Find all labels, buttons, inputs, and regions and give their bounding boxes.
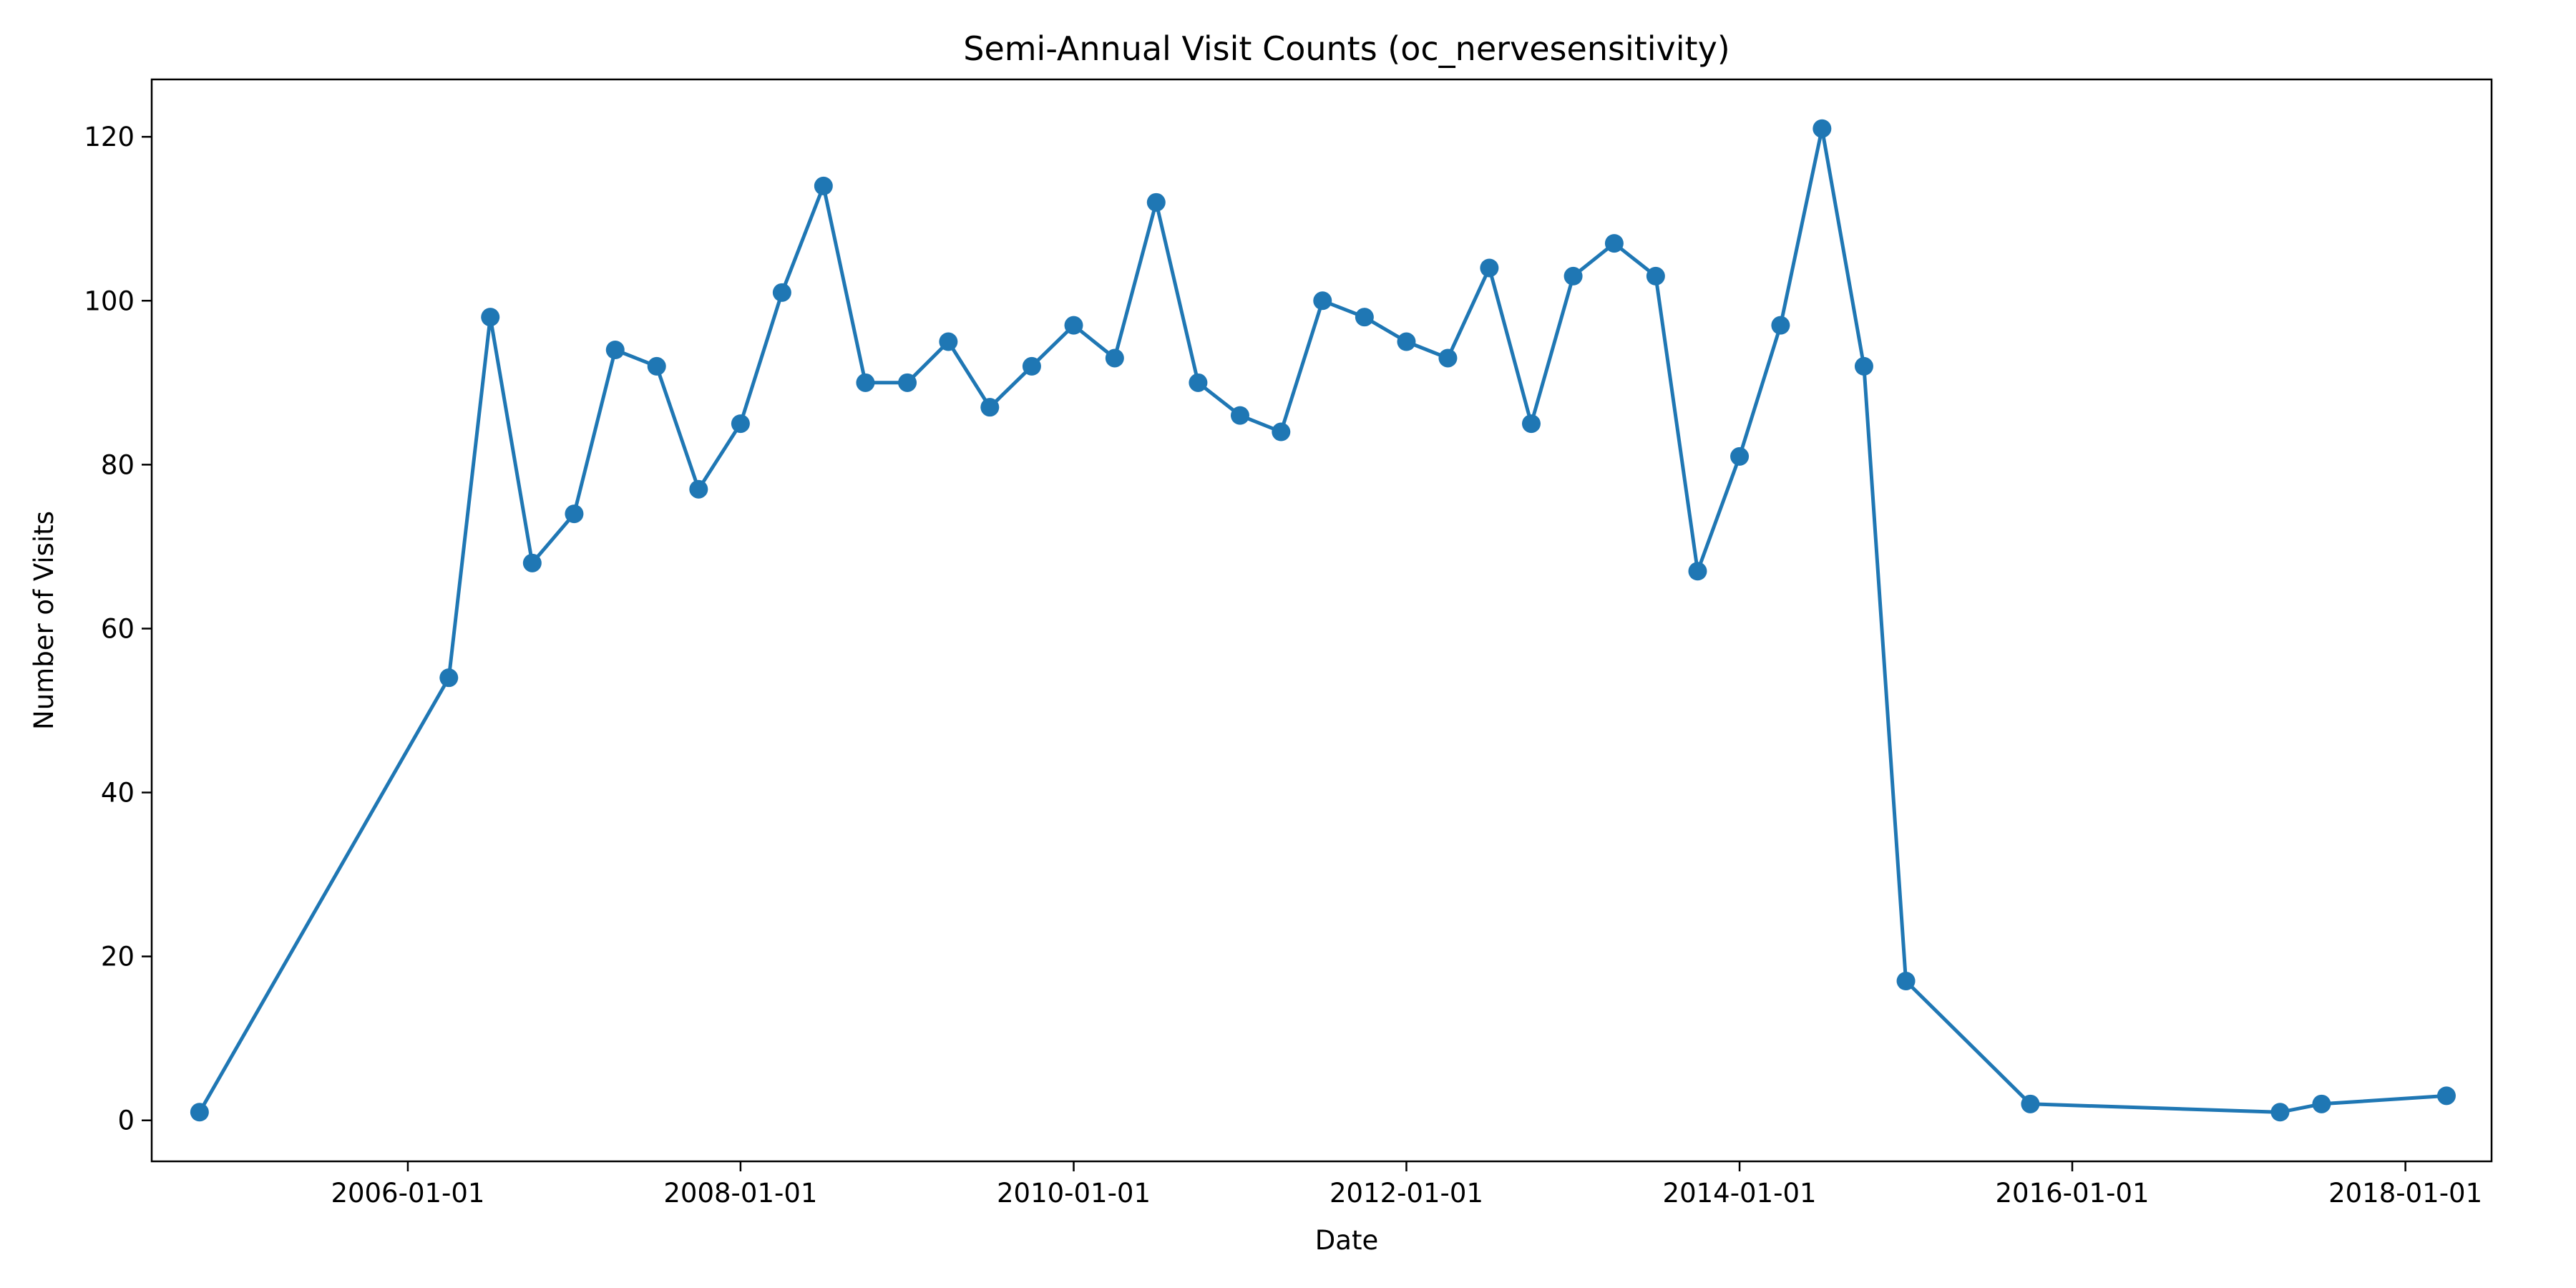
plot-area-frame — [150, 78, 2493, 1163]
data-point — [2436, 1086, 2456, 1106]
data-point — [1230, 406, 1249, 425]
data-point — [2270, 1103, 2290, 1122]
y-tick-label: 0 — [117, 1106, 135, 1136]
y-tick-label: 40 — [101, 778, 135, 809]
data-point — [1272, 422, 1291, 441]
x-tick-label: 2012-01-01 — [1330, 1178, 1483, 1209]
y-tick-label: 20 — [101, 942, 135, 972]
data-point — [689, 479, 708, 499]
data-point — [1688, 562, 1707, 581]
data-point — [1730, 447, 1750, 466]
data-point — [647, 356, 666, 376]
data-point — [190, 1103, 209, 1122]
y-tick-label: 80 — [101, 449, 135, 480]
data-point — [980, 398, 1000, 417]
data-point — [731, 414, 750, 434]
x-tick-label: 2018-01-01 — [2328, 1178, 2482, 1209]
x-tick-label: 2016-01-01 — [1996, 1178, 2150, 1209]
x-axis-label: Date — [1315, 1225, 1378, 1256]
data-point — [1604, 234, 1624, 253]
data-point — [605, 341, 625, 359]
data-point — [1189, 373, 1208, 392]
data-point — [439, 668, 459, 688]
data-point — [1105, 348, 1124, 368]
chart-title: Semi-Annual Visit Counts (oc_nervesensit… — [963, 29, 1730, 68]
data-point — [1022, 356, 1041, 376]
series-markers — [190, 119, 2456, 1122]
x-tick-label: 2014-01-01 — [1663, 1178, 1817, 1209]
data-point — [1480, 258, 1499, 278]
data-point — [1896, 972, 1916, 990]
data-point — [565, 504, 584, 524]
data-point — [772, 283, 791, 302]
data-point — [1521, 414, 1541, 434]
y-axis: 0 20 40 60 80 100 120 — [84, 122, 152, 1136]
data-point — [814, 176, 833, 195]
data-point — [1771, 316, 1790, 335]
data-point — [1355, 308, 1374, 327]
data-point — [1064, 316, 1083, 335]
data-point — [1646, 266, 1665, 286]
data-point — [898, 373, 917, 392]
data-point — [1854, 356, 1873, 376]
y-tick-label: 100 — [84, 286, 135, 316]
x-tick-label: 2008-01-01 — [663, 1178, 817, 1209]
data-point — [1146, 192, 1166, 212]
data-point — [856, 373, 875, 392]
x-tick-label: 2006-01-01 — [331, 1178, 484, 1209]
data-point — [2312, 1094, 2331, 1113]
data-point — [1563, 266, 1583, 286]
data-point — [522, 553, 542, 572]
y-tick-label: 120 — [84, 122, 135, 152]
x-tick-label: 2010-01-01 — [997, 1178, 1151, 1209]
y-tick-label: 60 — [101, 613, 135, 644]
x-axis: 2006-01-01 2008-01-01 2010-01-01 2012-01-01… — [331, 1161, 2482, 1209]
data-point — [939, 332, 958, 351]
data-point — [481, 308, 500, 327]
data-point — [1313, 291, 1332, 311]
data-point — [2021, 1094, 2040, 1113]
y-axis-label: Number of Visits — [29, 511, 59, 730]
data-point — [1438, 348, 1458, 368]
data-point — [1813, 119, 1832, 138]
data-point — [1397, 332, 1416, 351]
